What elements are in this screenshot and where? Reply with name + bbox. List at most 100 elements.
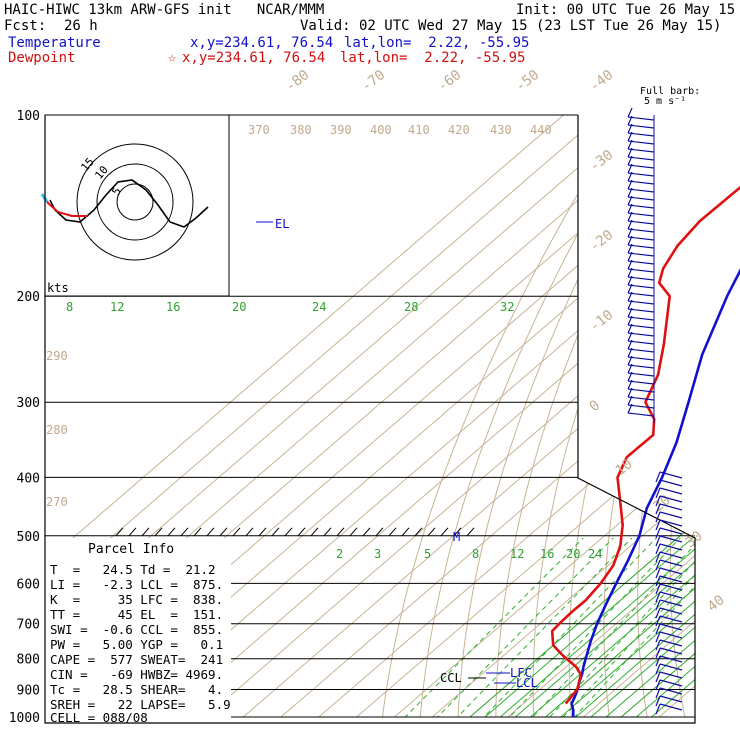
parcel-info-row: PW = 5.00 YGP = 0.1 <box>50 637 223 652</box>
isotherm-label: 10 <box>613 456 636 479</box>
hatch-mark <box>128 527 137 537</box>
isotherm-line <box>583 115 695 718</box>
barb-key-units: 5 m s⁻¹ <box>644 96 686 107</box>
isotherm-label: -40 <box>587 67 617 95</box>
el-marker-label: EL <box>275 217 289 231</box>
mixing-ratio-line <box>549 560 695 718</box>
wind-barb <box>627 315 655 329</box>
barb-key-title: Full barb: <box>640 86 700 97</box>
hatch-mark <box>232 527 241 537</box>
hodograph-ring-10 <box>96 163 174 241</box>
wind-barb <box>655 543 683 555</box>
theta-label: 370 <box>248 123 270 137</box>
wind-barb <box>627 251 655 265</box>
mixing-ratio-label: 24 <box>588 547 602 561</box>
moist-adiabat-label: 8 <box>66 300 73 314</box>
wind-barb <box>655 703 683 715</box>
moist-adiabat-label: 24 <box>312 300 326 314</box>
wind-barb <box>627 339 655 353</box>
isotherm-line <box>431 115 695 718</box>
wind-barb <box>627 227 655 241</box>
lcl-marker-label: LCL <box>516 676 538 690</box>
wind-barb <box>655 679 683 691</box>
dry-adiabat-line <box>702 115 740 717</box>
hatch-mark <box>271 527 280 537</box>
hodograph-units: kts <box>47 281 69 295</box>
wind-barb <box>655 495 683 507</box>
isotherm-line <box>280 115 695 718</box>
mixing-ratio-label: 16 <box>540 547 554 561</box>
hatch-mark <box>141 527 150 537</box>
pressure-tick-label: 100 <box>17 109 40 124</box>
hodograph-ring-15 <box>76 143 194 261</box>
isotherm-label: -80 <box>283 67 313 95</box>
wind-barb <box>655 471 683 483</box>
dry-adiabat-line <box>457 115 665 718</box>
pressure-tick-label: 300 <box>17 396 40 411</box>
hatch-mark <box>466 527 475 537</box>
parcel-info-row: TT = 45 EL = 151. <box>50 607 223 622</box>
hatch-mark <box>180 527 189 537</box>
wind-barb <box>627 139 655 153</box>
theta-label: 440 <box>530 123 552 137</box>
wind-barb <box>627 211 655 225</box>
isotherm-line <box>205 115 695 718</box>
wind-barb <box>627 387 655 401</box>
moist-adiabat-line <box>635 295 695 718</box>
moist-adiabat-line <box>575 295 695 718</box>
wind-barb <box>627 331 655 345</box>
wind-barb <box>655 551 683 563</box>
moist-adiabat-line <box>515 295 695 718</box>
theta-label: 390 <box>330 123 352 137</box>
wind-barb <box>627 307 655 321</box>
diagram-border <box>44 115 696 724</box>
wind-barb-column <box>627 107 683 715</box>
parcel-info-row: Tc = 28.5 SHEAR= 4. <box>50 682 223 697</box>
temperature-xy-readout: x,y=234.61, 76.54 <box>190 35 334 51</box>
init-time: Init: 00 UTC Tue 26 May 15 <box>516 2 736 18</box>
wind-barb <box>655 615 683 627</box>
parcel-info-panel: Parcel Info T = 24.5 Td = 21.2 LI = -2.3… <box>45 538 231 725</box>
dry-adiabat-line <box>495 115 685 717</box>
wind-barb <box>655 487 683 499</box>
wind-barb <box>655 647 683 659</box>
wind-barb <box>627 163 655 177</box>
moist-adiabat-label: 32 <box>500 300 514 314</box>
wind-barb <box>627 107 655 121</box>
wind-barb <box>627 235 655 249</box>
hatch-mark <box>323 527 332 537</box>
wind-barb <box>627 147 655 161</box>
wind-barb <box>627 187 655 201</box>
dry-adiabat-line <box>419 115 646 718</box>
moist-adiabat-label: 28 <box>404 300 418 314</box>
isotherm-label: 40 <box>705 592 728 615</box>
sounding-profiles <box>550 185 740 718</box>
hatch-mark <box>154 527 163 537</box>
theta-label: 280 <box>46 423 68 437</box>
theta-label: 420 <box>448 123 470 137</box>
pressure-tick-label: 400 <box>17 471 40 486</box>
wind-barb <box>655 623 683 635</box>
hatch-mark <box>115 527 124 537</box>
pressure-tick-label: 1000 <box>9 711 40 726</box>
wind-barb <box>627 131 655 145</box>
wind-barb <box>655 535 683 547</box>
pressure-tick-label: 800 <box>17 653 40 668</box>
wind-barb <box>655 687 683 699</box>
wind-barb <box>627 115 655 129</box>
parcel-info-row: LI = -2.3 LCL = 875. <box>50 577 223 592</box>
wind-barb <box>627 323 655 337</box>
wind-barb <box>655 567 683 579</box>
theta-label: 380 <box>290 123 312 137</box>
wind-barb <box>627 291 655 305</box>
mixing-ratio-label: 8 <box>472 547 479 561</box>
wind-barb <box>655 527 683 539</box>
mixing-ratio-line <box>457 538 633 718</box>
parcel-info-row: K = 35 LFC = 838. <box>50 592 223 607</box>
mixing-ratio-label: 2 <box>336 547 343 561</box>
parcel-info-background <box>45 538 231 723</box>
temperature-profile-line <box>570 268 740 718</box>
hatch-mark <box>453 527 462 537</box>
isotherm-label: -70 <box>359 67 389 95</box>
